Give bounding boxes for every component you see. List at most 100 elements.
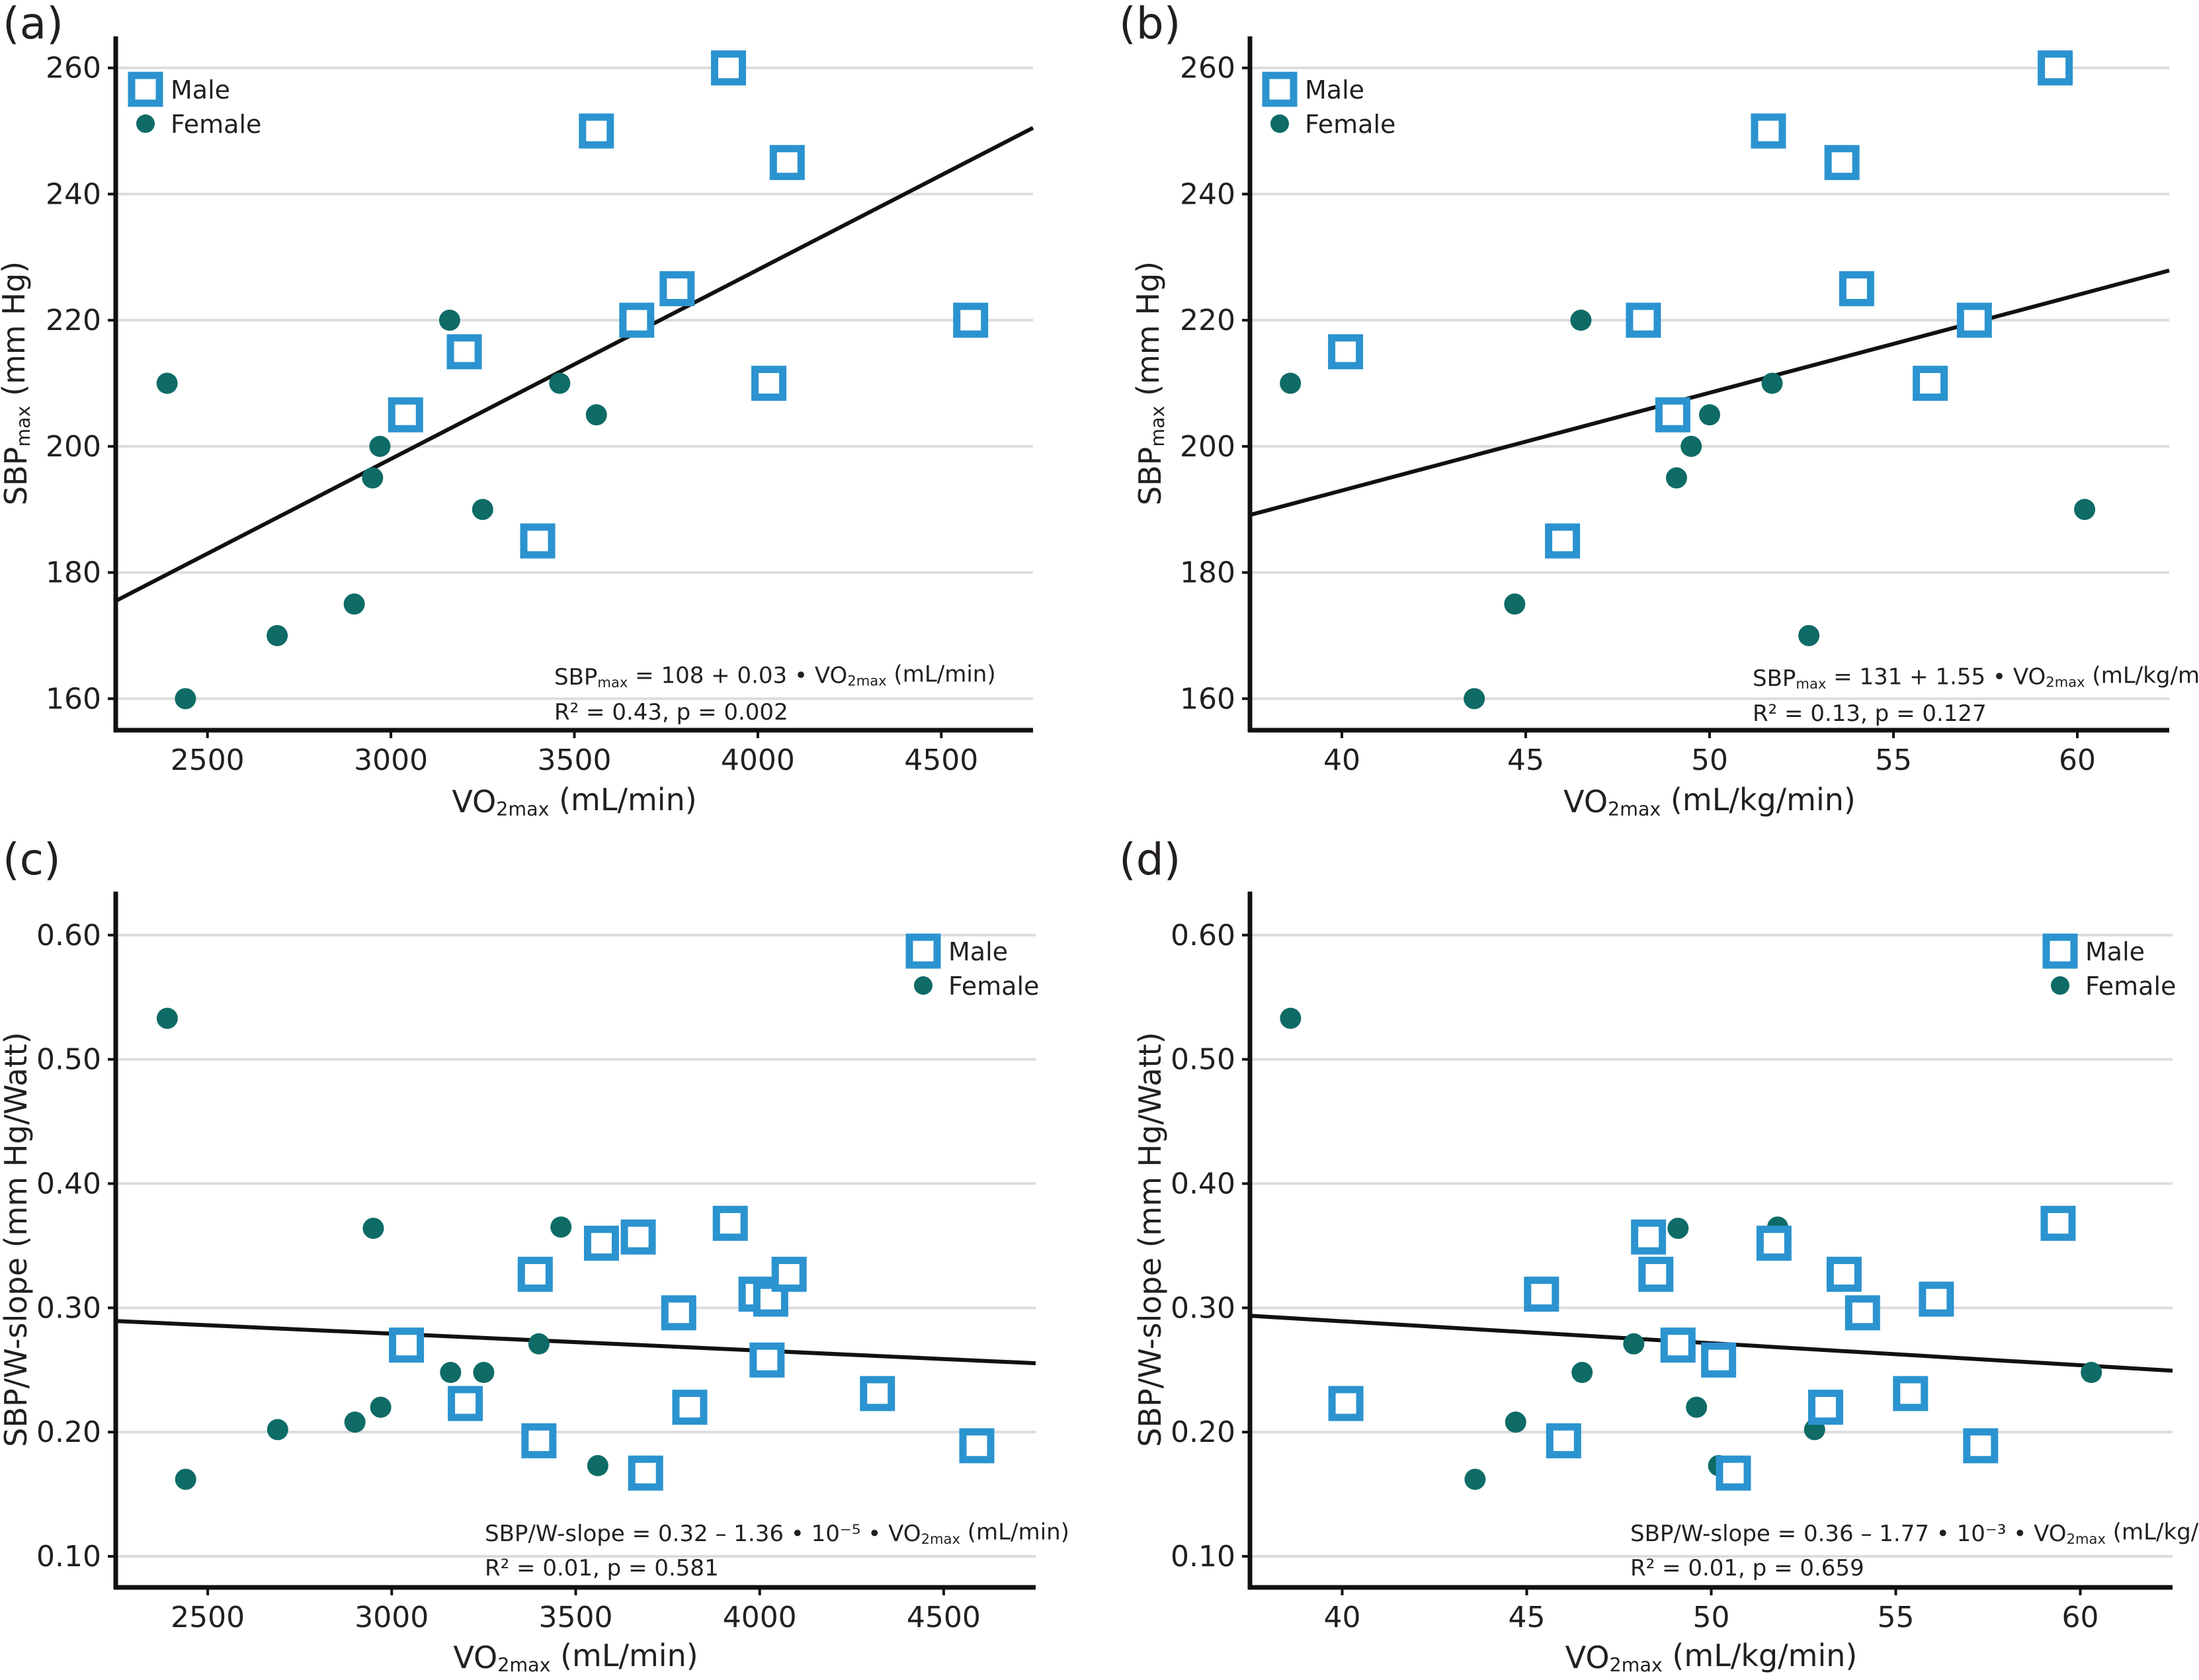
y-tick-label: 220 [46,304,101,337]
y-tick-label: 0.10 [1171,1540,1235,1574]
legend-male-label: Male [1305,75,1364,105]
female-point [1504,593,1526,615]
male-point [446,334,482,370]
y-tick-label: 240 [1180,177,1235,211]
female-point [1464,688,1485,710]
female-point [1571,1362,1593,1384]
female-point [1464,1468,1486,1490]
x-tick-label: 4000 [723,1601,797,1634]
y-tick-label: 0.60 [36,919,101,952]
x-axis-title: VO2max (mL/min) [453,1638,698,1676]
male-point [1963,1428,1999,1464]
male-point [579,113,614,149]
male-point [583,1226,619,1261]
x-tick-label: 4000 [721,743,795,777]
female-point [369,435,391,457]
male-point [959,1428,995,1464]
female-point [2081,1362,2102,1384]
regression-line [115,1319,1036,1366]
regression-stats: R² = 0.43, p = 0.002 [554,699,788,726]
x-tick-label: 3500 [539,1601,613,1634]
y-tick-label: 0.20 [1171,1415,1235,1449]
x-tick-label: 3500 [538,743,612,777]
female-point [343,593,365,615]
male-point [1655,397,1690,433]
male-point [751,366,787,401]
male-point [1638,1257,1674,1292]
female-point [362,1218,384,1239]
male-point [628,1455,663,1491]
legend-female-marker [136,114,155,133]
female-point [1699,404,1720,426]
male-point [769,145,805,181]
male-point [1826,1257,1862,1292]
male-point [1546,1423,1581,1458]
female-point [550,1216,572,1238]
x-tick-label: 60 [2059,743,2096,777]
y-tick-label: 0.30 [1171,1291,1235,1325]
x-tick-label: 55 [1878,1601,1915,1634]
female-point [473,1362,495,1384]
female-point [1280,372,1302,394]
legend-male-label: Male [171,75,230,105]
legend-male-marker [2042,933,2078,969]
regression-equation: SBP/W-slope = 0.32 – 1.36 • 10⁻⁵ • VO2ma… [485,1519,1069,1547]
x-tick-label: 3000 [354,743,428,777]
male-point [661,1295,696,1331]
y-tick-label: 260 [1180,52,1235,85]
y-tick-label: 0.20 [36,1415,101,1449]
x-tick-label: 4500 [904,743,978,777]
female-point [1505,1411,1526,1433]
female-point [1623,1333,1645,1355]
male-point [1701,1342,1737,1378]
male-point [749,1342,785,1378]
male-point [711,50,747,86]
regression-stats: R² = 0.13, p = 0.127 [1753,700,1987,727]
female-point [175,688,196,710]
y-axis-title: SBPmax (mm Hg) [0,261,34,505]
y-axis-title: SBPmax (mm Hg) [1130,261,1169,505]
male-point [659,271,695,306]
x-tick-label: 60 [2062,1601,2099,1634]
y-tick-label: 0.50 [1171,1043,1235,1077]
x-tick-label: 45 [1509,1601,1546,1634]
male-point [517,1257,553,1292]
male-point [1631,1219,1667,1255]
x-tick-label: 55 [1875,743,1912,777]
y-tick-label: 160 [1180,682,1235,716]
male-point [1839,271,1874,306]
female-point [528,1333,550,1355]
y-tick-label: 180 [46,556,101,590]
male-point [1913,366,1948,401]
female-point [1665,467,1687,489]
y-tick-label: 200 [46,430,101,464]
y-tick-label: 240 [46,177,101,211]
regression-stats: R² = 0.01, p = 0.659 [1630,1555,1864,1581]
x-tick-label: 40 [1323,743,1360,777]
x-tick-label: 2500 [171,743,245,777]
y-tick-label: 200 [1180,430,1235,464]
y-tick-label: 0.30 [36,1291,101,1325]
legend-female-label: Female [948,972,1039,1001]
legend-female-label: Female [1305,110,1395,139]
female-point [362,467,384,489]
panel-a: (a) 160 180 200 220 240 260 2500 3000 3500 4000 450… [0,0,1034,820]
male-point [1807,1390,1843,1425]
male-point [672,1390,708,1425]
male-point [389,1327,425,1363]
male-point [1956,302,1992,338]
male-point [953,302,989,338]
male-point [1328,1386,1364,1421]
x-axis-title: VO2max (mL/kg/min) [1563,782,1856,820]
regression-equation: SBP/W-slope = 0.36 – 1.77 • 10⁻³ • VO2ma… [1630,1519,2199,1547]
male-point [1845,1295,1880,1331]
y-tick-label: 0.60 [1171,919,1235,952]
female-point [267,1419,288,1441]
legend-male-marker [1262,71,1298,107]
female-point [1680,435,1702,457]
legend-male-label: Male [2085,937,2145,966]
x-tick-label: 3000 [354,1601,429,1634]
female-point [1667,1218,1689,1239]
panel-d: (d) 0.10 0.20 0.30 0.40 0.50 0.60 40 45 50 55 60 VO2… [1119,834,2199,1676]
regression-line [1249,269,2170,517]
